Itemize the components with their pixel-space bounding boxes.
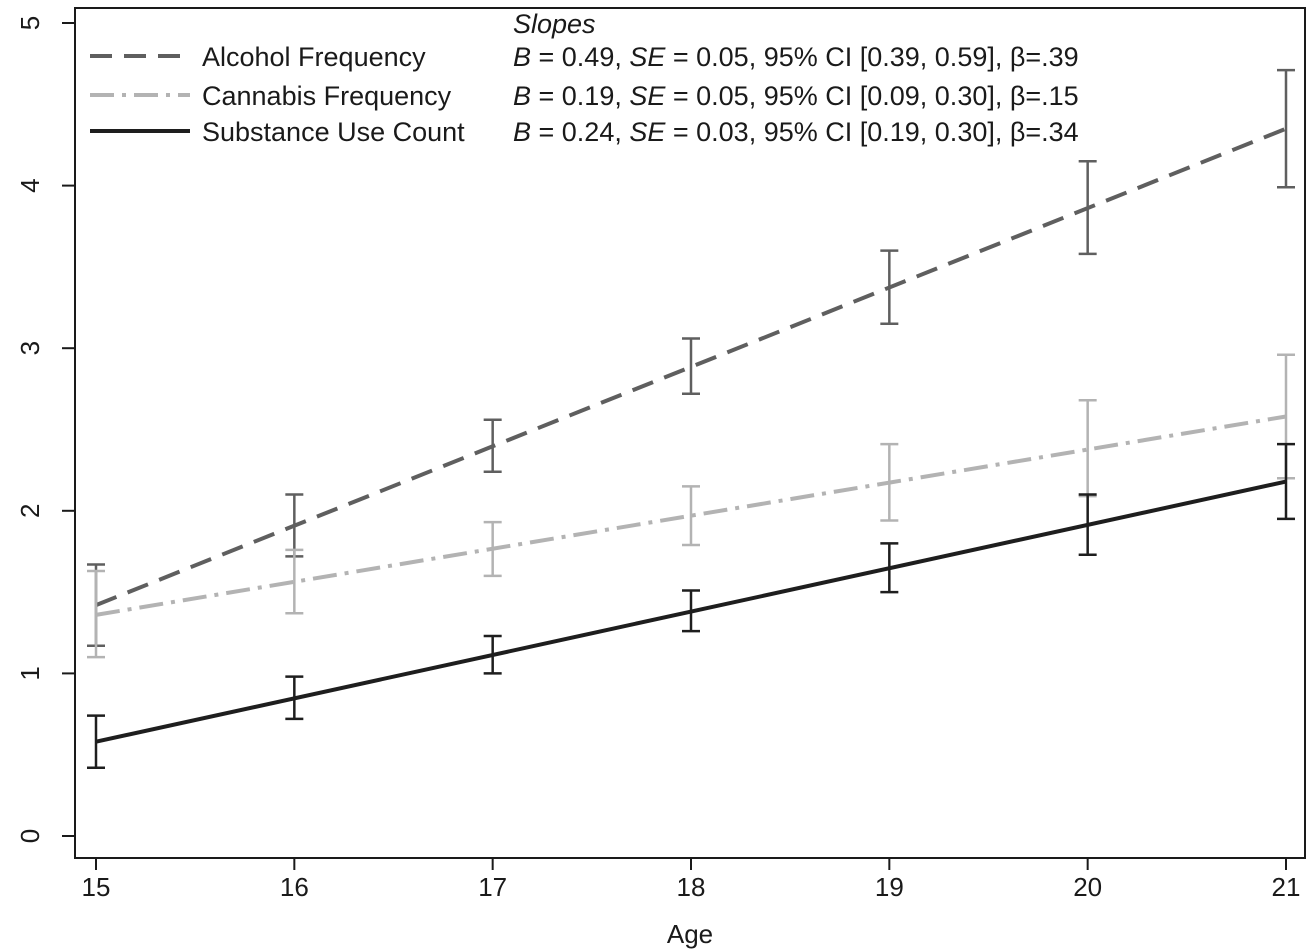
x-tick-label: 21 xyxy=(1272,872,1301,902)
y-tick-label: 2 xyxy=(15,504,45,518)
legend-label: Substance Use Count xyxy=(202,117,465,147)
y-tick-label: 4 xyxy=(15,178,45,192)
slope-se-label: SE xyxy=(629,117,666,147)
slope-se-value: = 0.03, 95% CI [0.19, 0.30], β=.34 xyxy=(665,117,1078,147)
series-cannabis-frequency xyxy=(87,353,1295,659)
y-tick-label: 0 xyxy=(15,829,45,843)
series-substance-use-count xyxy=(87,442,1295,769)
x-tick-label: 18 xyxy=(677,872,706,902)
x-tick-label: 19 xyxy=(875,872,904,902)
series-line xyxy=(95,479,1287,744)
slope-b-value: = 0.49, xyxy=(531,42,629,72)
legend-slope-text: B = 0.19, SE = 0.05, 95% CI [0.09, 0.30]… xyxy=(513,81,1079,111)
legend: Slopes Alcohol Frequency B = 0.49, SE = 0… xyxy=(90,9,1079,147)
x-tick-label: 16 xyxy=(280,872,309,902)
slope-b-value: = 0.24, xyxy=(531,117,629,147)
legend-label: Alcohol Frequency xyxy=(202,42,426,72)
slope-b-value: = 0.19, xyxy=(531,81,629,111)
slope-b-label: B xyxy=(513,42,531,72)
series-line xyxy=(95,126,1287,607)
legend-heading: Slopes xyxy=(513,9,596,39)
slope-se-value: = 0.05, 95% CI [0.09, 0.30], β=.15 xyxy=(665,81,1078,111)
x-axis: 15 16 17 18 19 20 21 xyxy=(82,858,1301,902)
x-tick-label: 20 xyxy=(1073,872,1102,902)
series-layer xyxy=(87,68,1295,769)
legend-label: Cannabis Frequency xyxy=(202,81,452,111)
slope-b-label: B xyxy=(513,81,531,111)
x-tick-label: 15 xyxy=(82,872,111,902)
slope-se-value: = 0.05, 95% CI [0.39, 0.59], β=.39 xyxy=(665,42,1078,72)
y-axis: 0 1 2 3 4 5 xyxy=(15,16,75,843)
y-tick-label: 3 xyxy=(15,341,45,355)
legend-slope-text: B = 0.49, SE = 0.05, 95% CI [0.39, 0.59]… xyxy=(513,42,1079,72)
legend-slope-text: B = 0.24, SE = 0.03, 95% CI [0.19, 0.30]… xyxy=(513,117,1079,147)
y-tick-label: 5 xyxy=(15,16,45,30)
slope-se-label: SE xyxy=(629,42,666,72)
y-tick-label: 1 xyxy=(15,666,45,680)
slope-se-label: SE xyxy=(629,81,666,111)
slope-b-label: B xyxy=(513,117,531,147)
x-axis-title: Age xyxy=(667,919,713,949)
series-alcohol-frequency xyxy=(87,68,1295,648)
x-tick-label: 17 xyxy=(478,872,507,902)
